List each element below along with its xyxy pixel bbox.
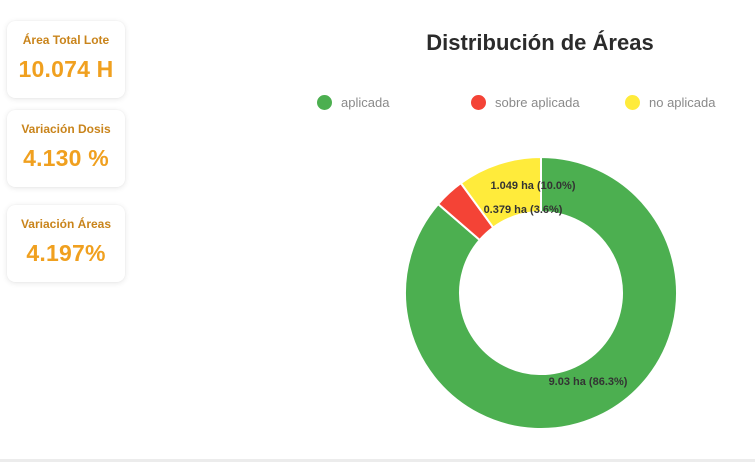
slice-label-aplicada: 9.03 ha (86.3%) — [549, 376, 628, 388]
area-total-card: Área Total Lote 10.074 H — [7, 21, 125, 98]
donut-slice-no-aplicada[interactable] — [459, 155, 542, 229]
legend-item-no-aplicada[interactable]: no aplicada — [625, 94, 716, 110]
donut-slice-aplicada[interactable] — [404, 155, 678, 430]
legend-label: sobre aplicada — [495, 94, 580, 110]
card-label: Área Total Lote — [22, 33, 110, 47]
slice-label-sobre-aplicada: 0.379 ha (3.6%) — [484, 204, 563, 216]
legend-item-aplicada[interactable]: aplicada — [317, 94, 389, 110]
card-label: Variación Áreas — [20, 217, 112, 231]
legend-label: aplicada — [341, 94, 390, 110]
legend-dot-sobre-aplicada — [471, 94, 486, 110]
card-value: 4.197% — [26, 240, 106, 266]
card-label: Variación Dosis — [21, 122, 111, 136]
chart-title: Distribución de Áreas — [426, 30, 654, 55]
card-value: 4.130 % — [23, 145, 109, 171]
legend-dot-aplicada — [317, 94, 332, 110]
legend-item-sobre-aplicada[interactable]: sobre aplicada — [471, 94, 580, 110]
bottom-divider — [0, 459, 755, 462]
legend-dot-no-aplicada — [625, 94, 640, 110]
card-value: 10.074 H — [18, 56, 114, 82]
slice-label-no-aplicada: 1.049 ha (10.0%) — [491, 180, 576, 192]
legend-label: no aplicada — [649, 94, 716, 110]
variacion-dosis-card: Variación Dosis 4.130 % — [7, 110, 125, 187]
variacion-areas-card: Variación Áreas 4.197% — [7, 205, 125, 282]
